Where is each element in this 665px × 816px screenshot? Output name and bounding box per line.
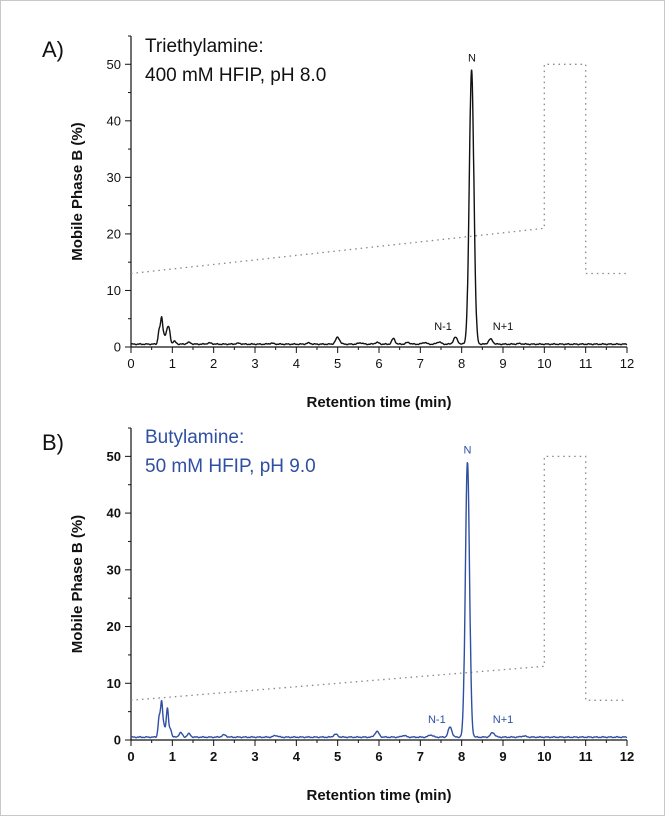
gradient-line — [130, 63, 627, 275]
x-tick-label: 10 — [537, 356, 551, 371]
x-tick-label: 11 — [579, 749, 593, 764]
x-tick-label: 4 — [293, 356, 300, 371]
x-tick-label: 2 — [210, 356, 217, 371]
x-tick-label: 8 — [458, 356, 465, 371]
peak-label: N — [468, 52, 476, 64]
x-tick-label: 12 — [620, 749, 634, 764]
x-tick-label: 5 — [334, 356, 341, 371]
x-axis-title: Retention time (min) — [307, 787, 452, 804]
x-tick-label: 9 — [499, 749, 506, 764]
x-tick-label: 3 — [251, 356, 258, 371]
peak-label: N-1 — [434, 321, 452, 333]
panel-letter: B) — [42, 430, 64, 455]
peak-label: N+1 — [493, 321, 514, 333]
peak-label: N-1 — [428, 714, 446, 726]
x-tick-label: 12 — [620, 356, 634, 371]
y-tick-label: 30 — [107, 562, 121, 577]
x-tick-label: 6 — [375, 356, 382, 371]
y-tick-label: 10 — [107, 676, 121, 691]
x-tick-label: 6 — [375, 749, 382, 764]
y-tick-label: 40 — [107, 113, 121, 128]
y-axis-title: Mobile Phase B (%) — [69, 122, 86, 260]
y-tick-label: 0 — [114, 340, 121, 355]
gradient-line — [130, 455, 627, 701]
y-tick-label: 50 — [107, 449, 121, 464]
condition-label-line1: Butylamine: — [145, 427, 244, 448]
y-axis-title: Mobile Phase B (%) — [69, 515, 86, 653]
y-tick-label: 30 — [107, 170, 121, 185]
x-tick-label: 8 — [458, 749, 465, 764]
x-tick-label: 0 — [127, 749, 134, 764]
y-tick-label: 20 — [107, 619, 121, 634]
chromatogram-trace — [130, 69, 628, 346]
x-tick-label: 0 — [127, 356, 134, 371]
x-tick-label: 9 — [499, 356, 506, 371]
y-tick-label: 10 — [107, 283, 121, 298]
x-tick-label: 5 — [334, 749, 341, 764]
condition-label-line1: Triethylamine: — [145, 36, 264, 57]
peak-label: N — [463, 445, 471, 457]
x-tick-label: 11 — [579, 356, 593, 371]
y-tick-label: 50 — [107, 57, 121, 72]
panel-letter: A) — [42, 37, 64, 62]
x-axis-title: Retention time (min) — [307, 394, 452, 411]
y-tick-label: 0 — [114, 733, 121, 748]
chromatogram-trace — [130, 462, 628, 739]
condition-label-line2: 50 mM HFIP, pH 9.0 — [145, 456, 316, 477]
x-tick-label: 7 — [417, 356, 424, 371]
x-tick-label: 7 — [417, 749, 424, 764]
y-tick-label: 40 — [107, 506, 121, 521]
x-tick-label: 10 — [537, 749, 551, 764]
condition-label-line2: 400 mM HFIP, pH 8.0 — [145, 65, 326, 86]
peak-label: N+1 — [493, 714, 514, 726]
x-tick-label: 4 — [293, 749, 301, 764]
y-tick-label: 20 — [107, 226, 121, 241]
x-tick-label: 1 — [169, 356, 176, 371]
x-tick-label: 2 — [210, 749, 217, 764]
x-tick-label: 1 — [169, 749, 176, 764]
x-tick-label: 3 — [251, 749, 258, 764]
